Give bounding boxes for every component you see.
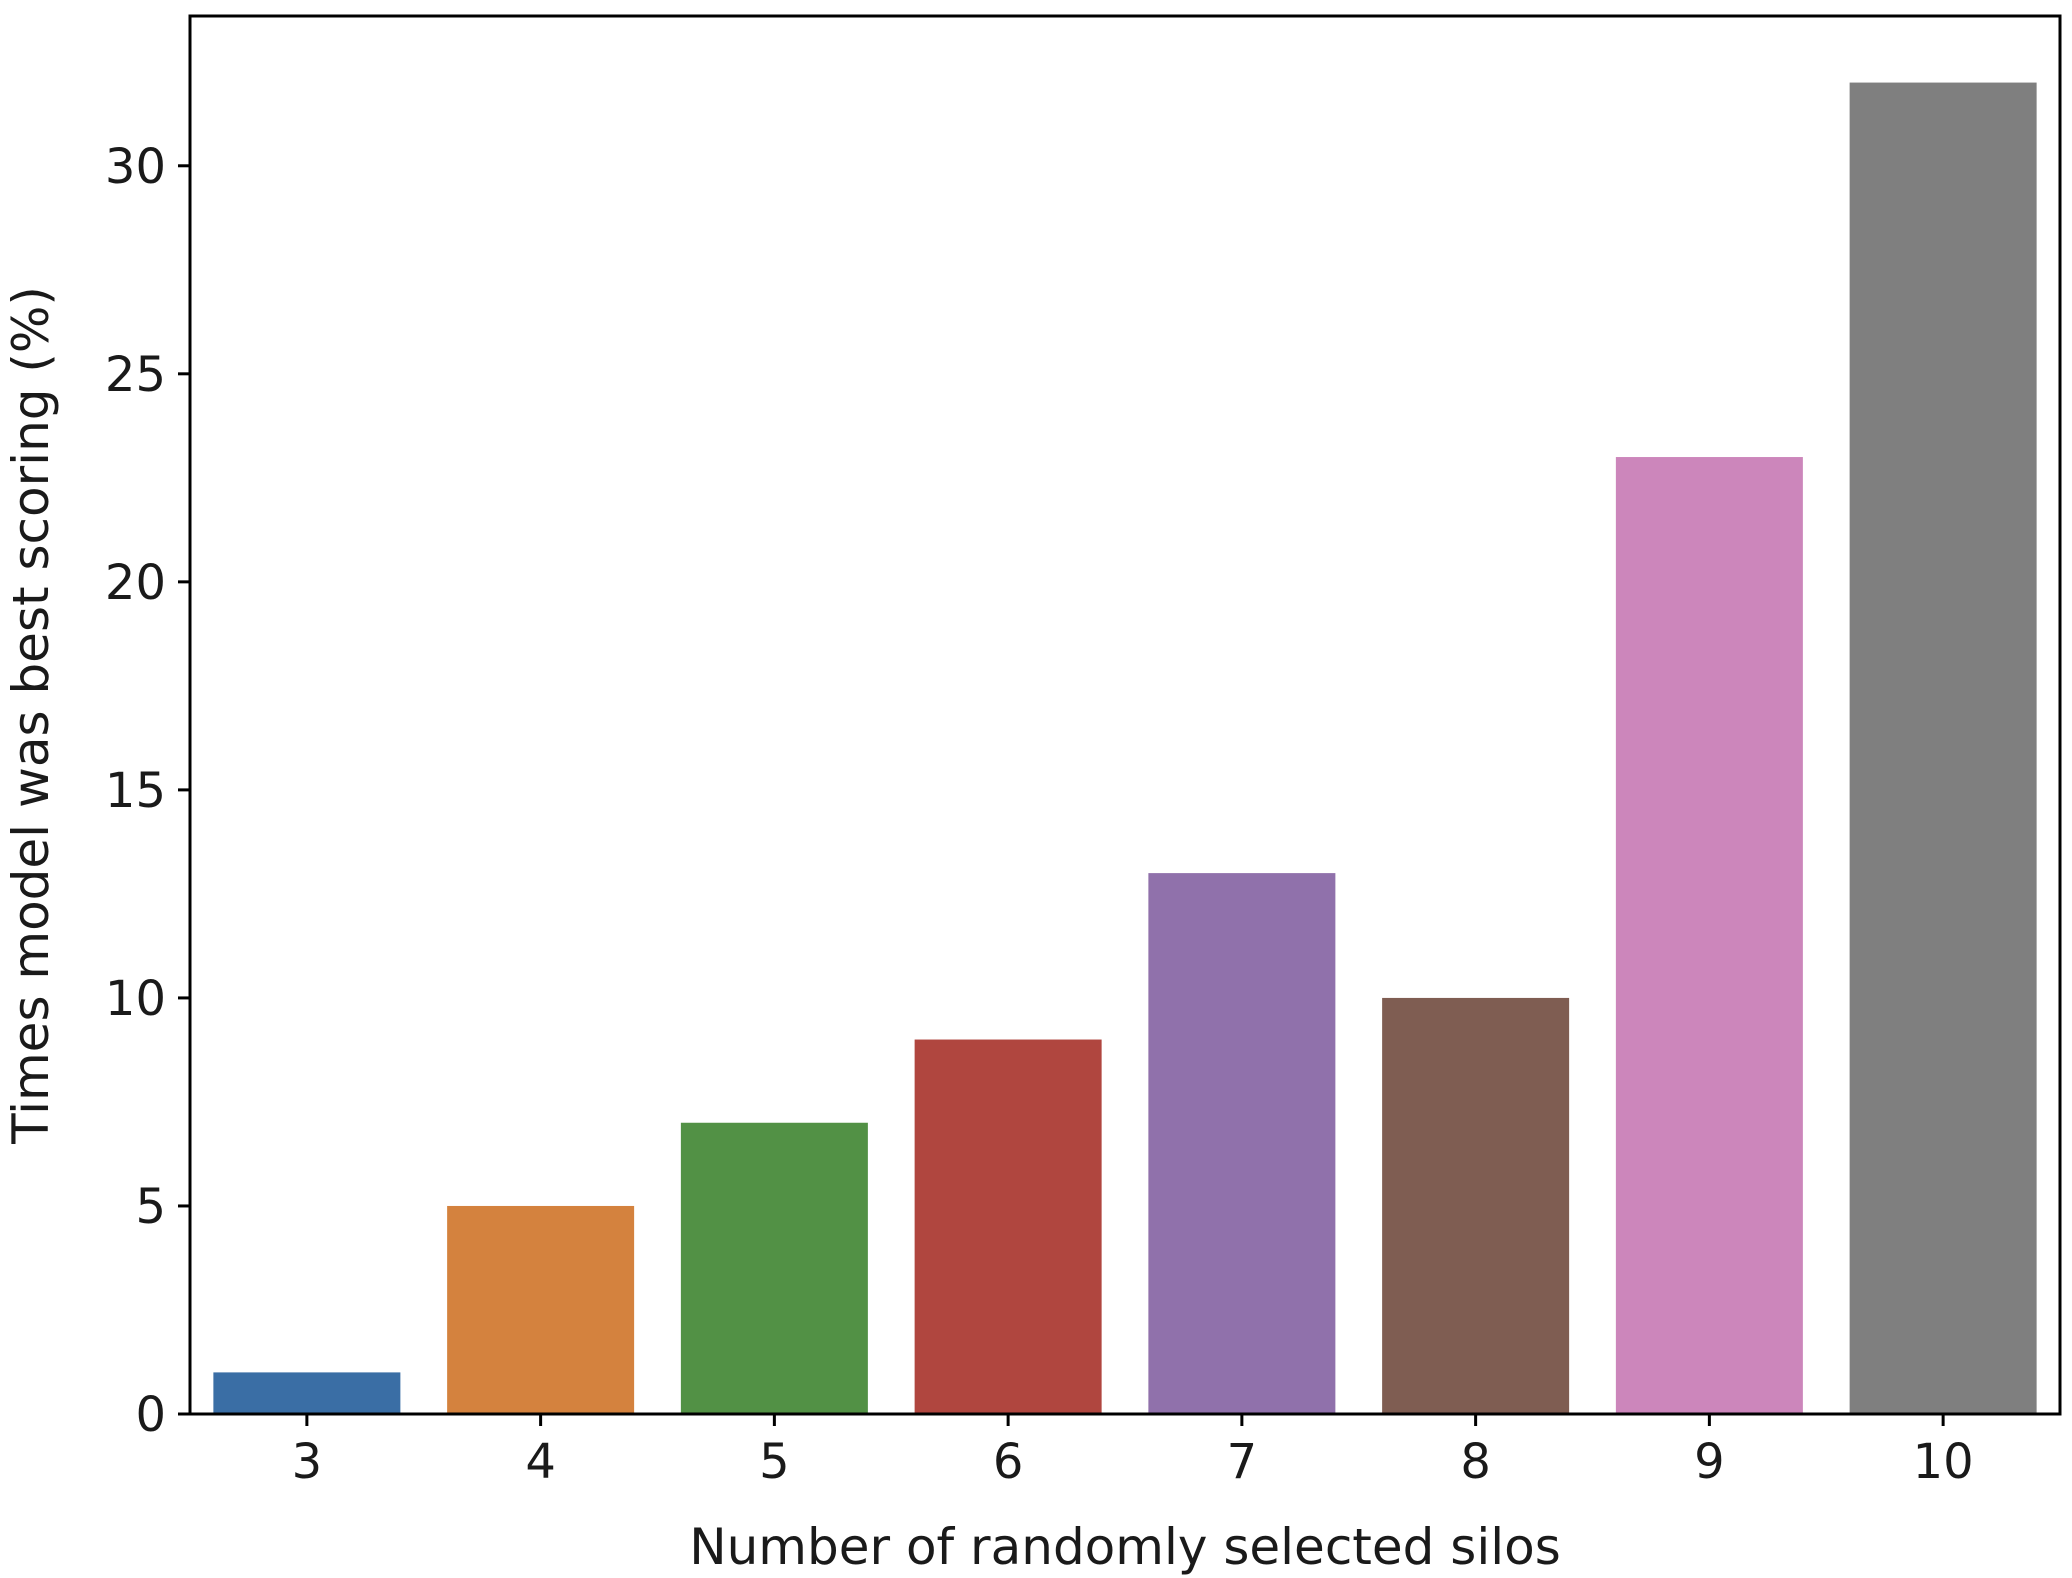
x-tick-label-3: 3: [292, 1434, 323, 1490]
x-tick-label-9: 9: [1694, 1434, 1725, 1490]
x-tick-label-6: 6: [993, 1434, 1024, 1490]
bars-group: [213, 82, 2037, 1415]
bar-8: [1382, 997, 1570, 1414]
bar-3: [213, 1372, 401, 1414]
x-axis-ticks: 3 4 5 6 7 8 9 10: [292, 1414, 1974, 1490]
x-tick-label-5: 5: [759, 1434, 790, 1490]
y-tick-label-15: 15: [105, 763, 166, 819]
y-axis-ticks: 0 5 10 15 20 25 30: [105, 139, 190, 1443]
plot-frame: [188, 14, 2062, 1416]
y-tick-label-25: 25: [105, 347, 166, 403]
x-tick-label-7: 7: [1227, 1434, 1258, 1490]
bar-10: [1849, 82, 2037, 1415]
bar-5: [680, 1122, 868, 1414]
y-tick-label-20: 20: [105, 555, 166, 611]
x-tick-label-8: 8: [1460, 1434, 1491, 1490]
x-tick-label-4: 4: [525, 1434, 556, 1490]
bar-6: [914, 1039, 1102, 1414]
bar-7: [1148, 873, 1336, 1414]
y-tick-label-30: 30: [105, 139, 166, 195]
y-tick-label-10: 10: [105, 971, 166, 1027]
y-tick-label-5: 5: [135, 1179, 166, 1235]
x-tick-label-10: 10: [1913, 1434, 1974, 1490]
bar-4: [447, 1205, 635, 1414]
y-tick-label-0: 0: [135, 1387, 166, 1443]
bar-9: [1615, 457, 1803, 1414]
x-axis-label: Number of randomly selected silos: [689, 1518, 1561, 1576]
y-axis-label: Times model was best scoring (%): [2, 286, 60, 1145]
